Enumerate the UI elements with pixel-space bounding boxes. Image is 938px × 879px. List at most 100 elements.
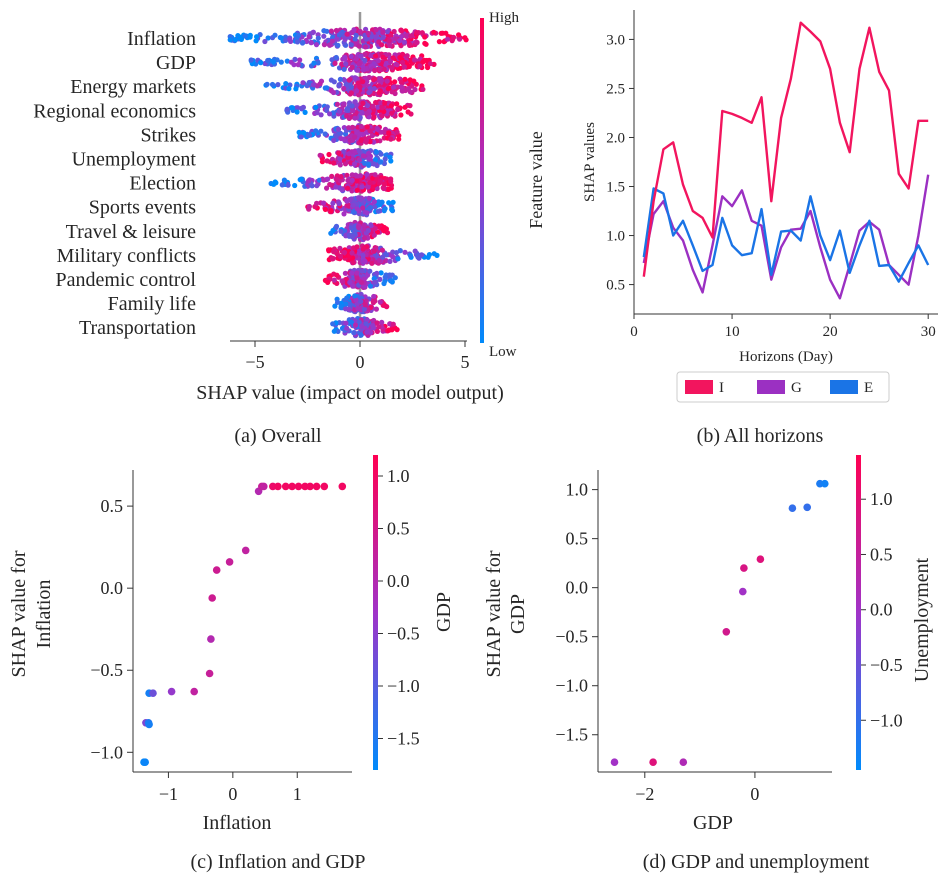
beeswarm-point [343, 61, 349, 67]
beeswarm-point [388, 103, 394, 109]
beeswarm-point [317, 81, 323, 87]
beeswarm-point [384, 29, 390, 35]
beeswarm-point [363, 138, 369, 144]
beeswarm-point [284, 58, 290, 64]
beeswarm-point [405, 109, 411, 115]
legend-swatch [685, 380, 713, 394]
beeswarm-point [337, 130, 343, 136]
beeswarm-point [340, 148, 347, 155]
beeswarm-point [349, 103, 355, 109]
beeswarm-point [301, 130, 307, 136]
beeswarm-point [349, 177, 355, 183]
colorbar-title: GDP [433, 592, 455, 632]
beeswarm-point [348, 84, 354, 90]
beeswarm-point [350, 233, 356, 239]
beeswarm-point [371, 86, 377, 92]
beeswarm-point [412, 86, 418, 93]
beeswarm-point [352, 36, 358, 42]
beeswarm-point [402, 76, 408, 82]
beeswarm-point [362, 57, 368, 63]
legend-swatch [757, 380, 785, 394]
beeswarm-point [401, 64, 407, 70]
beeswarm-point [398, 27, 404, 33]
beeswarm-point [328, 28, 334, 34]
beeswarm-point [313, 128, 319, 134]
beeswarm-point [330, 227, 336, 234]
beeswarm-point [232, 37, 238, 43]
beeswarm-point [254, 34, 260, 40]
beeswarm-point [322, 131, 328, 137]
beeswarm-point [348, 53, 354, 60]
y-tick-label: −0.5 [90, 660, 123, 680]
x-tick-label: 1 [293, 784, 302, 804]
beeswarm-point [389, 64, 395, 71]
beeswarm-point [377, 66, 383, 73]
scatter-point [167, 687, 176, 696]
beeswarm-point [279, 182, 285, 188]
beeswarm-point [367, 88, 373, 94]
y-tick-label: 2.5 [606, 81, 625, 97]
beeswarm-point [331, 249, 337, 255]
beeswarm-point [356, 224, 362, 231]
beeswarm-point [363, 36, 369, 42]
beeswarm-point [344, 31, 350, 37]
beeswarm-point [334, 272, 340, 278]
scatter-point [141, 758, 149, 766]
beeswarm-point [358, 279, 364, 285]
beeswarm-point [456, 32, 462, 38]
beeswarm-point [386, 130, 392, 136]
scatter-point [149, 689, 157, 697]
beeswarm-point [395, 106, 401, 113]
beeswarm-point [361, 235, 368, 241]
beeswarm-point [333, 27, 339, 34]
scatter-point [288, 482, 296, 491]
x-tick-label: 0 [228, 784, 237, 804]
beeswarm-point [398, 79, 404, 85]
beeswarm-point [329, 173, 335, 179]
beeswarm-point [397, 54, 403, 61]
scatter-point [610, 758, 619, 766]
beeswarm-point [389, 207, 395, 213]
beeswarm-point [293, 86, 299, 92]
beeswarm-point [336, 150, 342, 156]
colorbar-title: Feature value [526, 131, 546, 228]
beeswarm-point [381, 66, 387, 72]
x-axis-label: Horizons (Day) [739, 349, 833, 365]
beeswarm-point [342, 54, 348, 60]
beeswarm-point [371, 161, 377, 167]
beeswarm-point [356, 319, 362, 325]
beeswarm-point [377, 88, 383, 94]
beeswarm-point [375, 104, 381, 110]
beeswarm-point [359, 323, 365, 329]
beeswarm-point [300, 80, 306, 86]
beeswarm-point [375, 208, 381, 214]
beeswarm-point [344, 295, 350, 301]
beeswarm-point [356, 208, 362, 214]
beeswarm-point [356, 61, 362, 67]
beeswarm-point [360, 252, 366, 258]
beeswarm-point [366, 150, 372, 157]
beeswarm-point [378, 100, 384, 106]
beeswarm-point [360, 67, 366, 73]
beeswarm-point [247, 34, 253, 40]
beeswarm-point [375, 58, 381, 64]
beeswarm-point [332, 303, 338, 309]
beeswarm-point [338, 174, 344, 180]
y-tick-label: 0.0 [566, 578, 589, 598]
beeswarm-point [358, 332, 364, 338]
beeswarm-point [360, 246, 366, 252]
beeswarm-point [337, 156, 343, 162]
beeswarm-point [422, 34, 428, 40]
beeswarm-point [386, 200, 392, 206]
caption-c: (c) Inflation and GDP [191, 851, 366, 873]
beeswarm-point [377, 276, 383, 282]
x-tick-label: 10 [725, 324, 740, 340]
beeswarm-point [330, 321, 336, 327]
beeswarm-point [335, 328, 341, 334]
beeswarm-point [366, 206, 372, 212]
caption-d: (d) GDP and unemployment [643, 851, 870, 873]
beeswarm-point [382, 206, 388, 212]
y-tick-label: 0.5 [566, 529, 589, 549]
beeswarm-point [253, 38, 259, 44]
beeswarm-point [380, 254, 386, 260]
